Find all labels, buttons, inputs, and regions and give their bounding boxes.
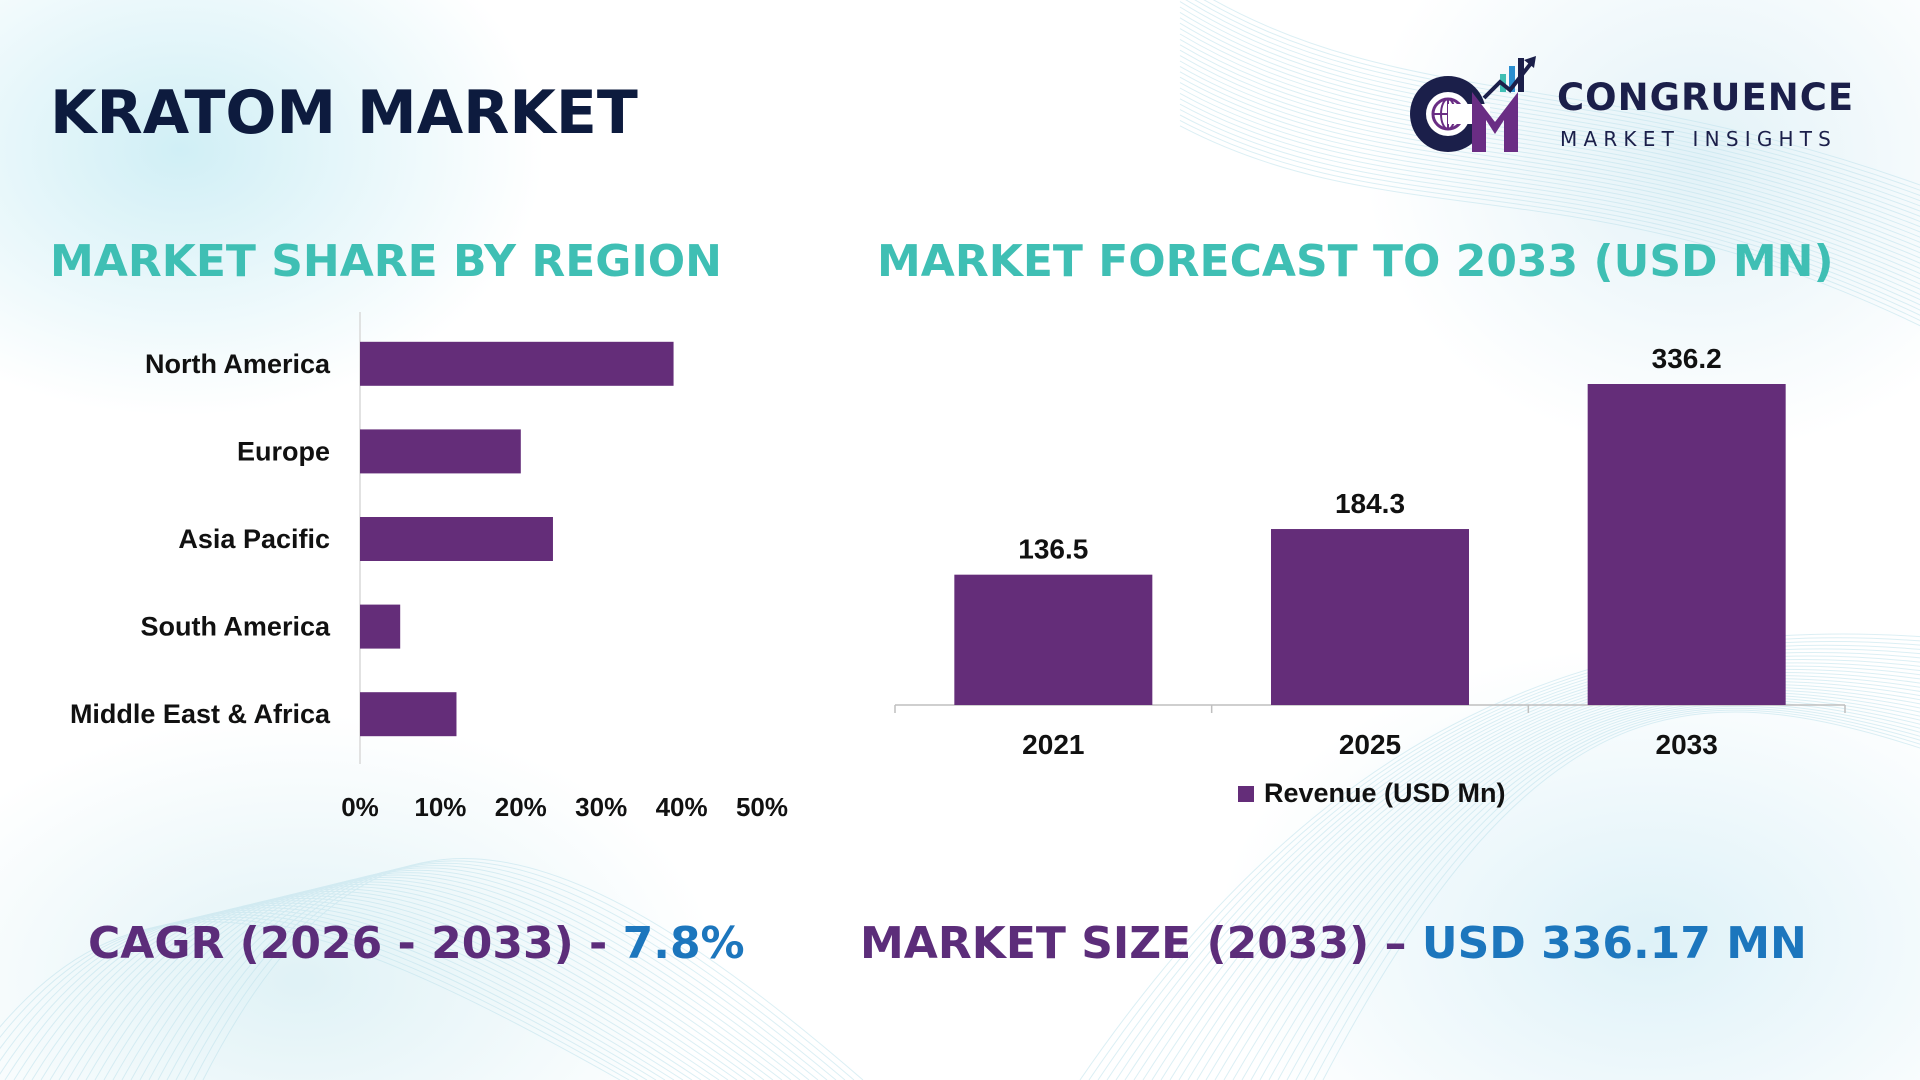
forecast-data-label: 336.2 — [1652, 343, 1722, 374]
cagr-label: CAGR (2026 - 2033) - — [88, 918, 623, 969]
legend-label: Revenue (USD Mn) — [1264, 778, 1506, 808]
share-category-label: Middle East & Africa — [70, 699, 331, 729]
share-bar — [360, 692, 457, 737]
market-share-chart: North America Europe Asia Pacific South Ame… — [70, 312, 788, 822]
forecast-data-label: 136.5 — [1018, 534, 1088, 565]
cagr-value: 7.8% — [622, 918, 745, 969]
logo-tagline: MARKET INSIGHTS — [1560, 127, 1838, 151]
forecast-category-label: 2021 — [1022, 729, 1084, 760]
share-tick-label: 20% — [495, 792, 547, 822]
forecast-bar — [954, 574, 1153, 705]
share-bar — [360, 341, 674, 386]
market-share-title: MARKET SHARE BY REGION — [50, 236, 722, 287]
share-category-label: North America — [145, 349, 331, 379]
logo-name: CONGRUENCE — [1557, 76, 1855, 119]
forecast-legend: Revenue (USD Mn) — [1238, 778, 1506, 809]
forecast-category-label: 2025 — [1339, 729, 1401, 760]
share-tick-label: 10% — [414, 792, 466, 822]
forecast-bar — [1587, 384, 1786, 705]
logo — [1410, 56, 1536, 152]
share-tick-label: 0% — [341, 792, 379, 822]
market-size-value: USD 336.17 MN — [1421, 918, 1807, 969]
share-bar — [360, 429, 521, 474]
market-forecast-chart: 136.5 2021 184.3 2025 336.2 2033 — [894, 343, 1846, 760]
cagr-kpi: CAGR (2026 - 2033) - 7.8% — [88, 918, 745, 969]
forecast-bar — [1271, 529, 1469, 705]
share-category-label: Europe — [237, 436, 330, 466]
forecast-data-label: 184.3 — [1335, 488, 1405, 519]
market-forecast-title: MARKET FORECAST TO 2033 (USD MN) — [877, 236, 1834, 287]
page-title: KRATOM MARKET — [50, 78, 638, 148]
share-tick-label: 30% — [575, 792, 627, 822]
forecast-category-label: 2033 — [1656, 729, 1718, 760]
share-tick-label: 50% — [736, 792, 788, 822]
cm-globe-chart-logo — [1410, 56, 1536, 152]
share-category-label: South America — [140, 612, 331, 642]
share-bar — [360, 604, 401, 649]
market-size-label: MARKET SIZE (2033) – — [860, 918, 1422, 969]
share-tick-label: 40% — [656, 792, 708, 822]
market-size-kpi: MARKET SIZE (2033) – USD 336.17 MN — [860, 918, 1807, 969]
share-bar — [360, 517, 553, 561]
share-category-label: Asia Pacific — [178, 524, 330, 554]
legend-swatch — [1238, 785, 1254, 802]
